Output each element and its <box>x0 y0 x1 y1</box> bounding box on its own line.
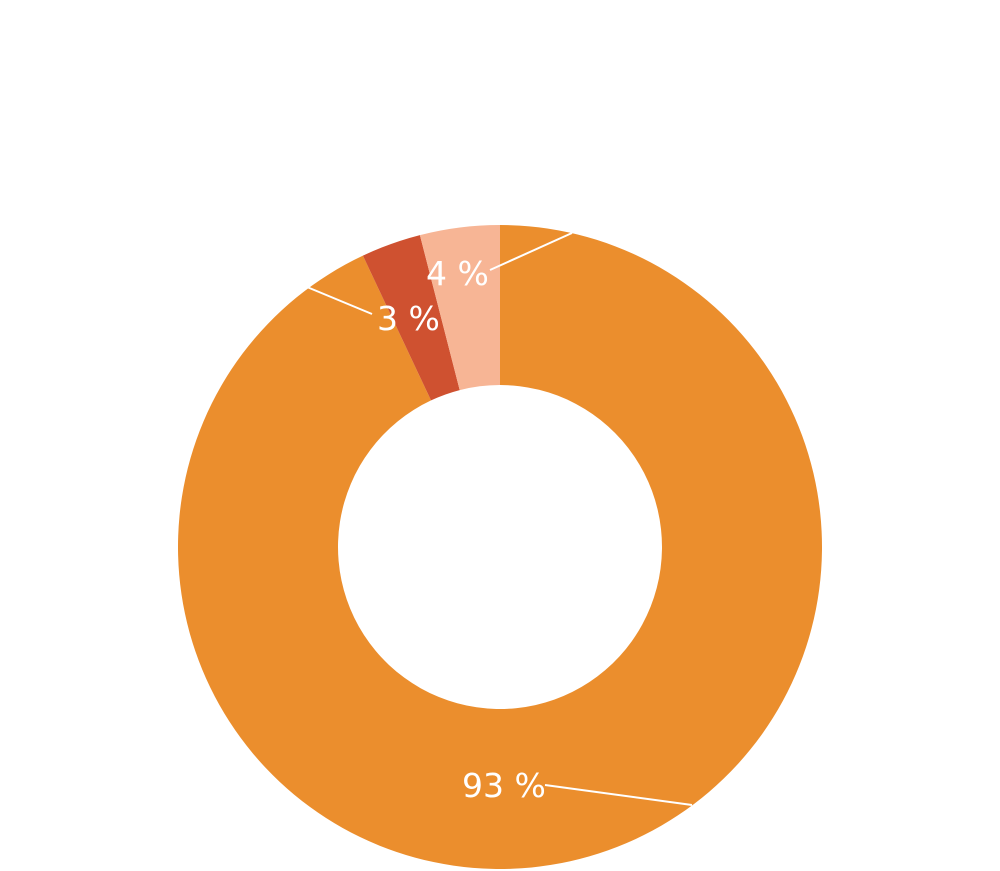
leader-lines <box>306 232 693 806</box>
donut-slice-4 <box>419 225 500 391</box>
donut-slices <box>177 225 823 869</box>
donut-slice-3 <box>362 235 460 401</box>
donut-slice-93 <box>177 225 823 869</box>
slice-labels: 93 % 3 % 4 % <box>377 254 546 805</box>
slice-label-93: 93 % <box>462 766 546 805</box>
leader-line-93 <box>544 784 693 806</box>
slice-label-4: 4 % <box>426 254 489 293</box>
slice-label-3: 3 % <box>377 299 440 338</box>
leader-line-3 <box>306 286 373 315</box>
leader-line-4 <box>489 232 573 271</box>
